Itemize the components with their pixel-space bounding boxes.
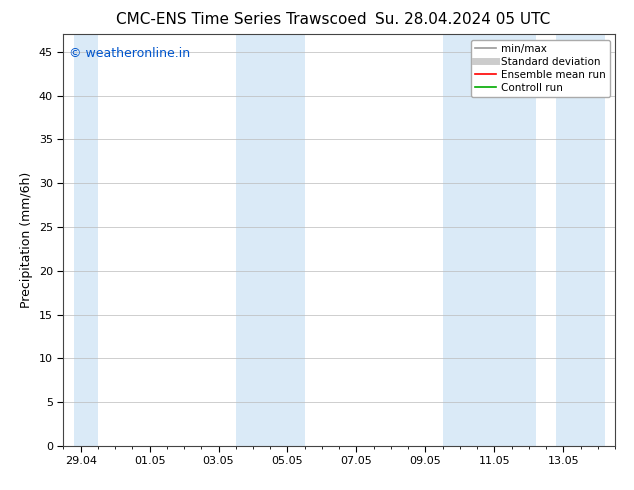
Bar [74,34,98,446]
Text: © weatheronline.in: © weatheronline.in [69,47,190,60]
Legend: min/max, Standard deviation, Ensemble mean run, Controll run: min/max, Standard deviation, Ensemble me… [470,40,610,97]
Text: Su. 28.04.2024 05 UTC: Su. 28.04.2024 05 UTC [375,12,550,27]
Bar [557,34,605,446]
Text: CMC-ENS Time Series Trawscoed: CMC-ENS Time Series Trawscoed [115,12,366,27]
Bar [236,34,305,446]
Bar [443,34,536,446]
Y-axis label: Precipitation (mm/6h): Precipitation (mm/6h) [20,172,34,308]
